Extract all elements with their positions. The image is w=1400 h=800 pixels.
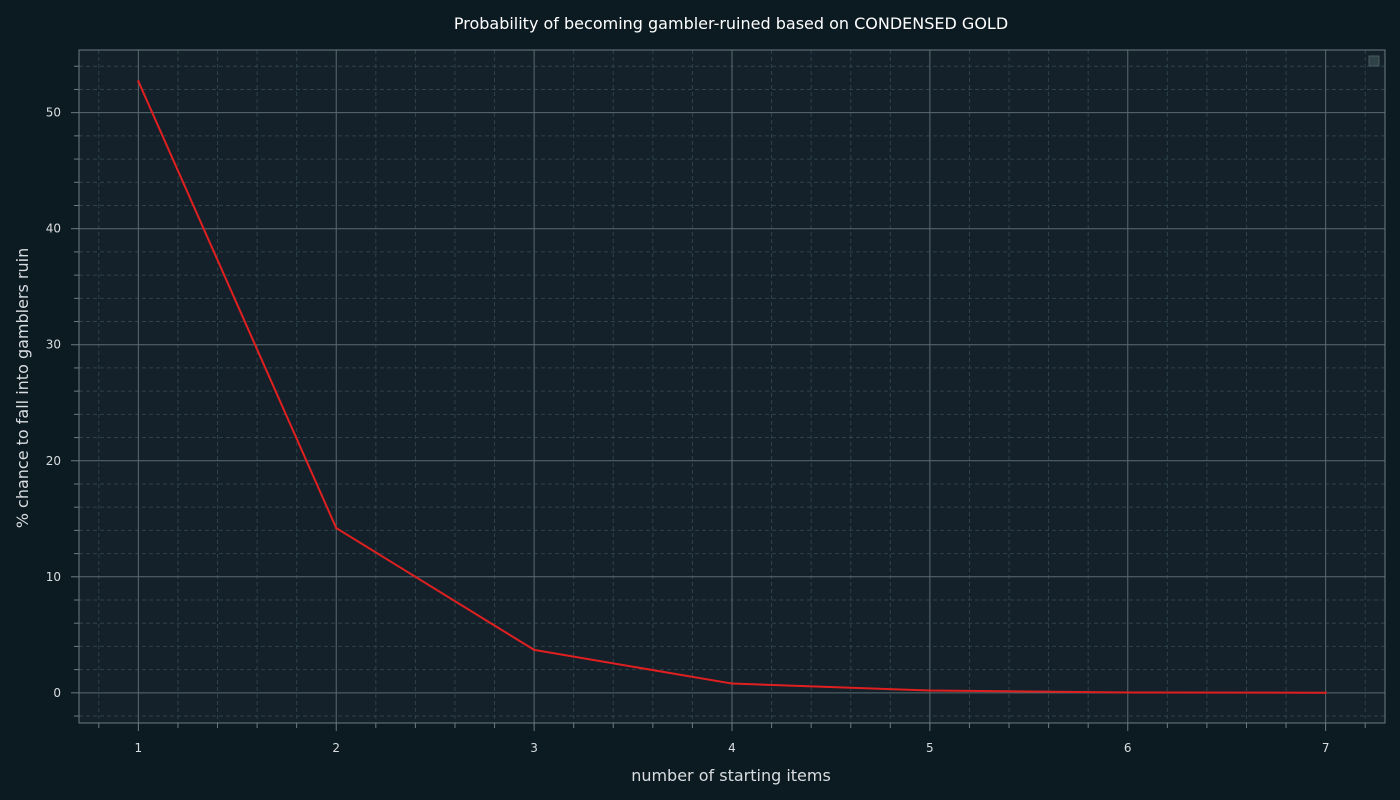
tick-labels: 1 2 3 4 5 6 7 0 10 20 30 40 50	[46, 106, 1330, 755]
y-tick-label: 20	[46, 454, 61, 468]
y-tick-label: 50	[46, 106, 61, 120]
data-point	[1324, 691, 1327, 694]
chart-title: Probability of becoming gambler-ruined b…	[454, 14, 1008, 33]
y-axis-label: % chance to fall into gamblers ruin	[13, 248, 32, 529]
data-point	[137, 80, 140, 83]
y-tick-label: 40	[46, 222, 61, 236]
x-tick-label: 1	[135, 741, 143, 755]
y-tick-label: 10	[46, 570, 61, 584]
x-tick-label: 2	[332, 741, 340, 755]
data-point	[1126, 691, 1129, 694]
data-point	[335, 526, 338, 530]
axis-ticks	[71, 65, 1366, 731]
data-point	[730, 682, 734, 685]
x-tick-label: 4	[728, 741, 736, 755]
legend-box	[1368, 55, 1380, 67]
data-point	[928, 689, 932, 692]
x-tick-label: 5	[926, 741, 934, 755]
x-tick-label: 6	[1124, 741, 1132, 755]
data-point	[532, 648, 536, 652]
y-tick-label: 0	[53, 686, 61, 700]
series-layer	[137, 80, 1327, 694]
y-tick-label: 30	[46, 338, 61, 352]
x-tick-label: 3	[530, 741, 538, 755]
x-axis-label: number of starting items	[631, 766, 831, 785]
x-tick-label: 7	[1322, 741, 1330, 755]
